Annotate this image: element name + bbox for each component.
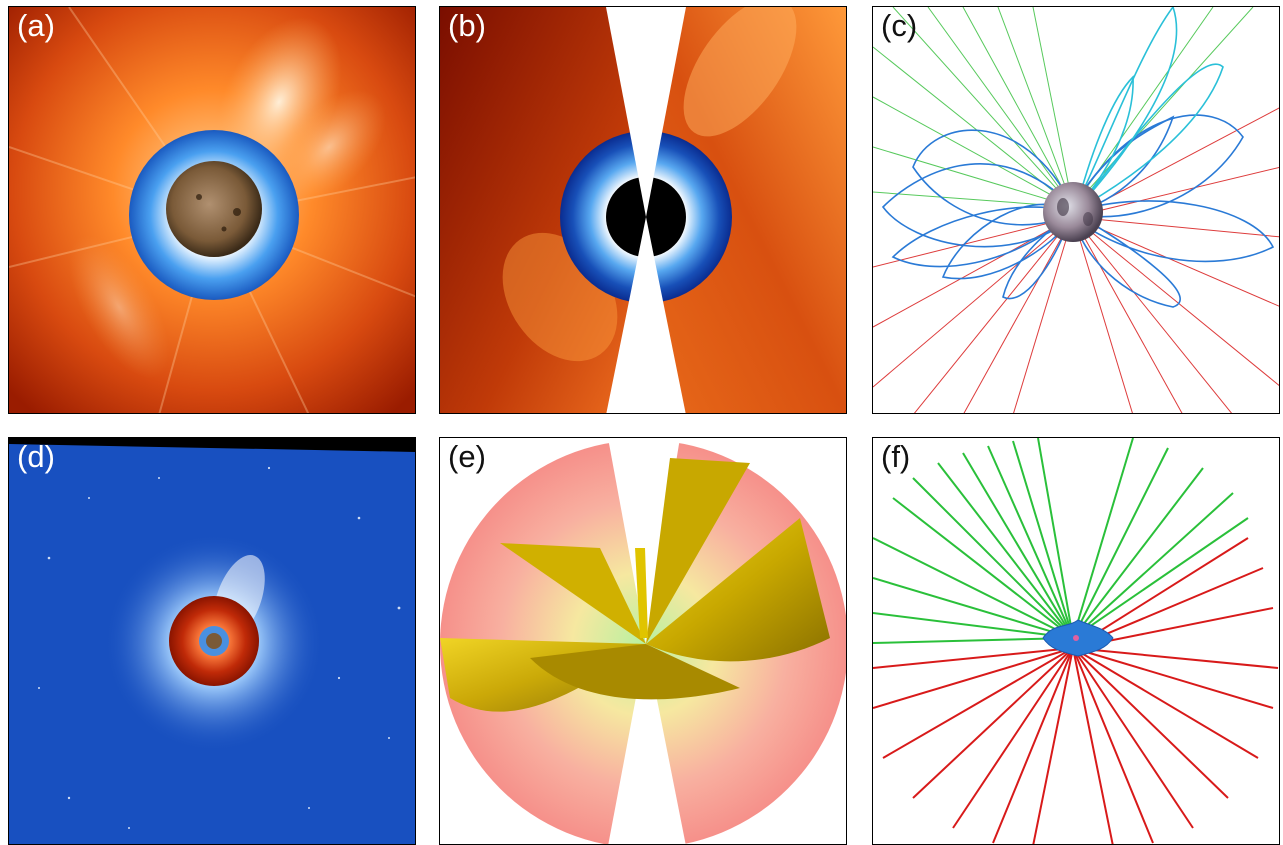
panel-e: (e)	[439, 437, 847, 845]
panel-label: (d)	[17, 439, 55, 474]
panel-f: (f)	[872, 437, 1280, 845]
panel-label: (f)	[881, 439, 911, 474]
isosurface-rendering-image-e	[440, 438, 846, 844]
panel-label: (b)	[448, 8, 486, 43]
wide-field-coronagraph-image-d	[9, 438, 415, 844]
panel-a: (a)	[8, 6, 416, 414]
panel-d: (d)	[8, 437, 416, 845]
panel-label: (c)	[881, 8, 918, 43]
panel-c: (c)	[872, 6, 1280, 414]
panel-label: (e)	[448, 439, 486, 474]
panel-label: (a)	[17, 8, 55, 43]
coronagraph-composite-image-a	[9, 7, 415, 413]
panel-b: (b)	[439, 6, 847, 414]
large-scale-field-lines-image-f	[873, 438, 1279, 844]
simulated-coronagraph-image-b	[440, 7, 846, 413]
magnetic-field-lines-image-c	[873, 7, 1279, 413]
